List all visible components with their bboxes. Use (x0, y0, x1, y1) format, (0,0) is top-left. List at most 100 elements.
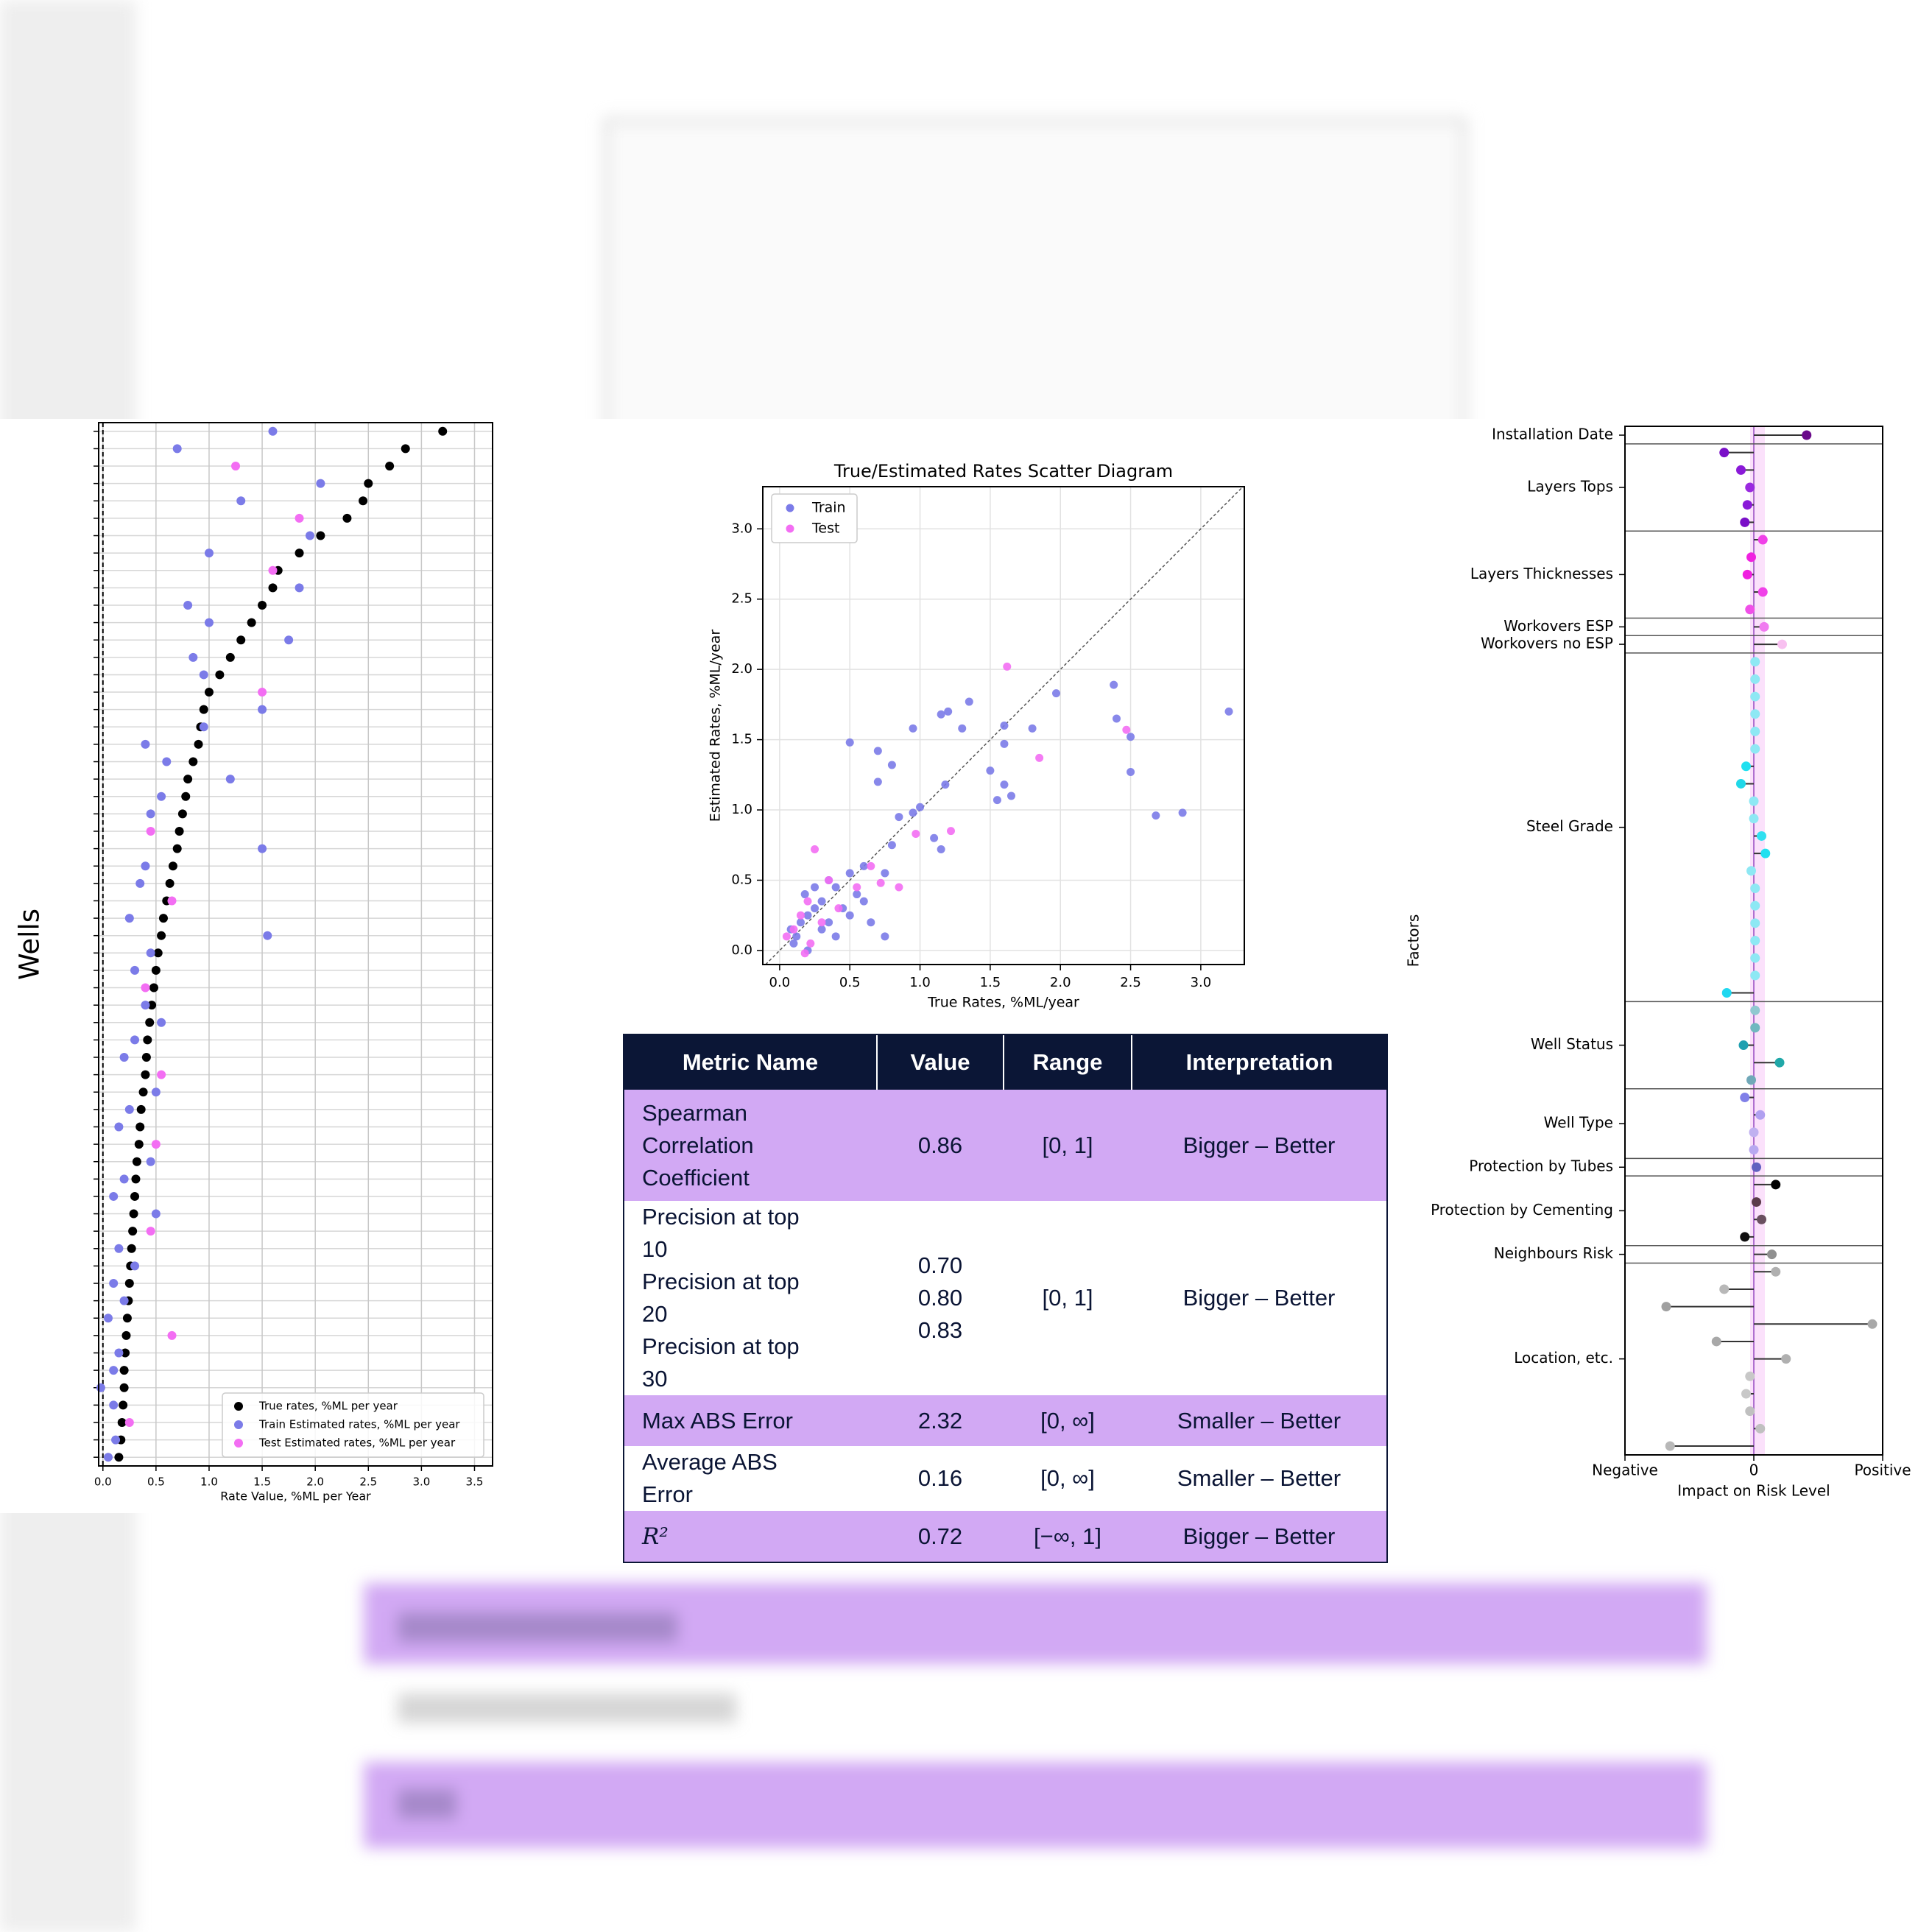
point (845, 869, 854, 878)
point (141, 1070, 150, 1079)
point (796, 911, 805, 920)
x-tick-label: 3.0 (412, 1476, 430, 1489)
point (146, 1157, 155, 1166)
point (174, 826, 184, 836)
point (986, 766, 995, 775)
point (364, 479, 373, 488)
group-label: Protection by Tubes (1469, 1157, 1613, 1175)
metric-interpretation: Smaller – Better (1132, 1446, 1386, 1511)
header-cell: Range (1004, 1035, 1132, 1090)
point (1127, 733, 1135, 741)
x-tick-label: 1.0 (200, 1476, 218, 1489)
point (199, 705, 208, 714)
table-row: R² 0.72 [−∞, 1] Bigger – Better (624, 1511, 1386, 1562)
point (811, 883, 819, 892)
point (789, 939, 798, 948)
point (119, 1366, 129, 1375)
metric-name: Precision at top 20 (642, 1269, 800, 1327)
metric-value: 0.83 (917, 1317, 963, 1343)
point (796, 918, 805, 927)
legend-marker (234, 1439, 243, 1448)
dot (1750, 1005, 1760, 1015)
point (782, 932, 791, 941)
dot (1742, 569, 1752, 579)
point (941, 780, 950, 789)
point (141, 1053, 151, 1062)
point (1110, 680, 1118, 689)
x-tick-label: 0.0 (94, 1476, 112, 1489)
point (162, 757, 172, 766)
point (153, 948, 163, 958)
point (1006, 792, 1015, 800)
point (143, 1035, 152, 1045)
point (305, 531, 314, 540)
point (103, 1453, 113, 1462)
point (909, 724, 917, 733)
point (916, 803, 925, 811)
point (881, 869, 889, 878)
point (876, 878, 885, 887)
point (342, 513, 352, 523)
legend-label: Train (811, 500, 846, 516)
point (359, 496, 368, 506)
x-tick-label: 1.5 (980, 975, 1001, 990)
x-tick-label: 0 (1749, 1462, 1759, 1479)
point (135, 1122, 145, 1132)
dot (1771, 1180, 1781, 1190)
point (887, 841, 896, 850)
dot (1736, 465, 1746, 475)
point (887, 761, 896, 769)
group-label: Location, etc. (1514, 1349, 1613, 1367)
point (157, 1018, 166, 1027)
point (130, 1191, 140, 1201)
group-label: Protection by Cementing (1431, 1201, 1613, 1219)
point (268, 565, 278, 575)
x-tick-label: 2.0 (306, 1476, 324, 1489)
point (1028, 724, 1037, 733)
legend-marker (786, 524, 794, 533)
point (119, 1174, 129, 1184)
dot (1750, 709, 1760, 719)
point (937, 845, 945, 853)
metric-name: Max ABS Error (624, 1395, 877, 1446)
y-axis-label: Estimated Rates, %ML/year (708, 630, 724, 822)
chart-title: True/Estimated Rates Scatter Diagram (833, 461, 1173, 482)
point (141, 739, 150, 749)
point (109, 1279, 119, 1288)
point (1122, 725, 1131, 734)
point (122, 1314, 132, 1323)
x-tick-label: 1.5 (253, 1476, 271, 1489)
point (109, 1400, 119, 1410)
dot (1755, 1423, 1766, 1434)
point (811, 845, 819, 853)
point (121, 1330, 131, 1340)
point (204, 549, 214, 558)
metric-interpretation: Smaller – Better (1132, 1395, 1386, 1446)
point (146, 826, 155, 836)
metric-range: [−∞, 1] (1004, 1511, 1132, 1562)
group-label: Workovers no ESP (1481, 635, 1613, 652)
dot (1759, 621, 1769, 632)
point (268, 583, 278, 593)
point (817, 897, 826, 906)
point (146, 809, 155, 819)
dot (1740, 1093, 1750, 1103)
metric-interpretation: Bigger – Better (1132, 1511, 1386, 1562)
point (895, 813, 903, 822)
dot (1719, 448, 1730, 458)
dot (1719, 1284, 1730, 1294)
x-tick-label: 2.5 (1120, 975, 1141, 990)
point (194, 739, 203, 749)
point (873, 778, 882, 786)
point (168, 861, 177, 871)
point (157, 792, 166, 801)
point (103, 1314, 113, 1323)
point (188, 652, 198, 662)
dot (1746, 866, 1756, 876)
legend-marker (786, 504, 794, 512)
group-label: Neighbours Risk (1494, 1244, 1614, 1262)
x-tick-label: 2.0 (1050, 975, 1071, 990)
dot (1746, 552, 1756, 563)
point (225, 652, 235, 662)
